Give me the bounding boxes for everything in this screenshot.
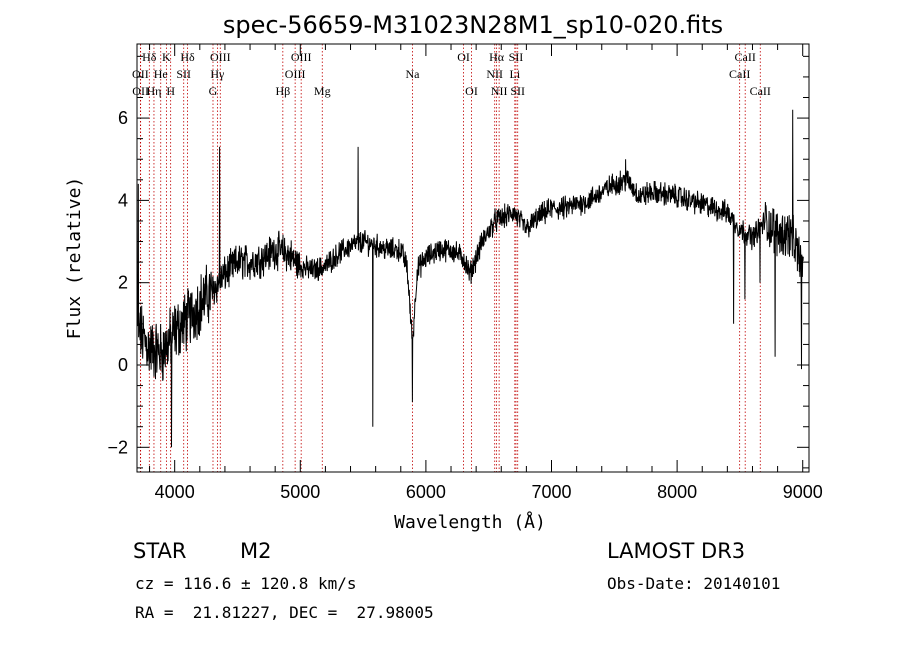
velocity-readout: cz = 116.6 ± 120.8 km/s: [135, 574, 357, 593]
line-label-19: Hη: [146, 84, 161, 98]
x-axis-label: Wavelength (Å): [394, 511, 546, 533]
x-tick-label-2: 6000: [406, 482, 446, 502]
survey-name: LAMOST DR3: [607, 539, 746, 563]
x-tick-label-4: 8000: [657, 482, 697, 502]
line-label-25: NII: [491, 84, 508, 98]
y-tick-label-2: 2: [118, 273, 128, 293]
line-label-7: SII: [509, 50, 524, 64]
line-label-0: Hδ: [142, 50, 157, 64]
line-label-15: NII: [486, 67, 503, 81]
line-label-27: CaII: [750, 84, 771, 98]
axis-ticks: 4000 5000 6000 7000 8000 9000 −2 0 2 4 6: [107, 44, 823, 502]
line-label-11: SII: [176, 67, 191, 81]
spectrum-line: [137, 109, 804, 448]
y-axis-label: Flux (relative): [64, 177, 85, 340]
line-label-24: OI: [465, 84, 478, 98]
line-label-23: Mg: [314, 84, 331, 98]
line-label-1: K: [162, 50, 171, 64]
y-tick-label-0: −2: [107, 437, 128, 457]
object-class: STAR: [133, 539, 187, 563]
x-tick-label-5: 9000: [783, 482, 823, 502]
line-label-18: OII: [132, 84, 149, 98]
x-tick-label-3: 7000: [531, 482, 571, 502]
y-tick-label-4: 6: [118, 108, 128, 128]
line-label-8: CaII: [735, 50, 756, 64]
line-label-22: Hβ: [275, 84, 290, 98]
line-label-5: OI: [457, 50, 470, 64]
obs-date: Obs-Date: 20140101: [607, 574, 781, 593]
y-tick-label-3: 4: [118, 190, 128, 210]
coordinates-readout: RA = 21.81227, DEC = 27.98005: [135, 603, 434, 622]
line-label-26: SII: [510, 84, 525, 98]
x-tick-label-1: 5000: [280, 482, 320, 502]
line-label-9: OII: [132, 67, 149, 81]
line-label-6: Hα: [489, 50, 505, 64]
line-label-17: CaII: [729, 67, 750, 81]
line-label-10: He: [154, 67, 168, 81]
line-label-14: Na: [405, 67, 420, 81]
line-label-4: OIII: [291, 50, 312, 64]
chart-title: spec-56659-M31023N28M1_sp10-020.fits: [223, 11, 723, 39]
object-subclass: M2: [240, 539, 272, 563]
line-label-21: G: [209, 84, 218, 98]
line-label-16: Li: [509, 67, 520, 81]
line-label-12: Hγ: [210, 67, 225, 81]
line-label-13: OIII: [285, 67, 306, 81]
line-label-2: Hδ: [180, 50, 195, 64]
plot-frame: [136, 43, 810, 473]
line-label-20: H: [166, 84, 175, 98]
spectral-line-markers: [139, 44, 761, 472]
line-label-3: OIII: [210, 50, 231, 64]
x-tick-label-0: 4000: [155, 482, 195, 502]
y-tick-label-1: 0: [118, 355, 128, 375]
spectral-line-labels: Hδ K Hδ OIII OIII OI Hα SII CaII OII He SII Hγ OIII Na…: [132, 50, 771, 98]
